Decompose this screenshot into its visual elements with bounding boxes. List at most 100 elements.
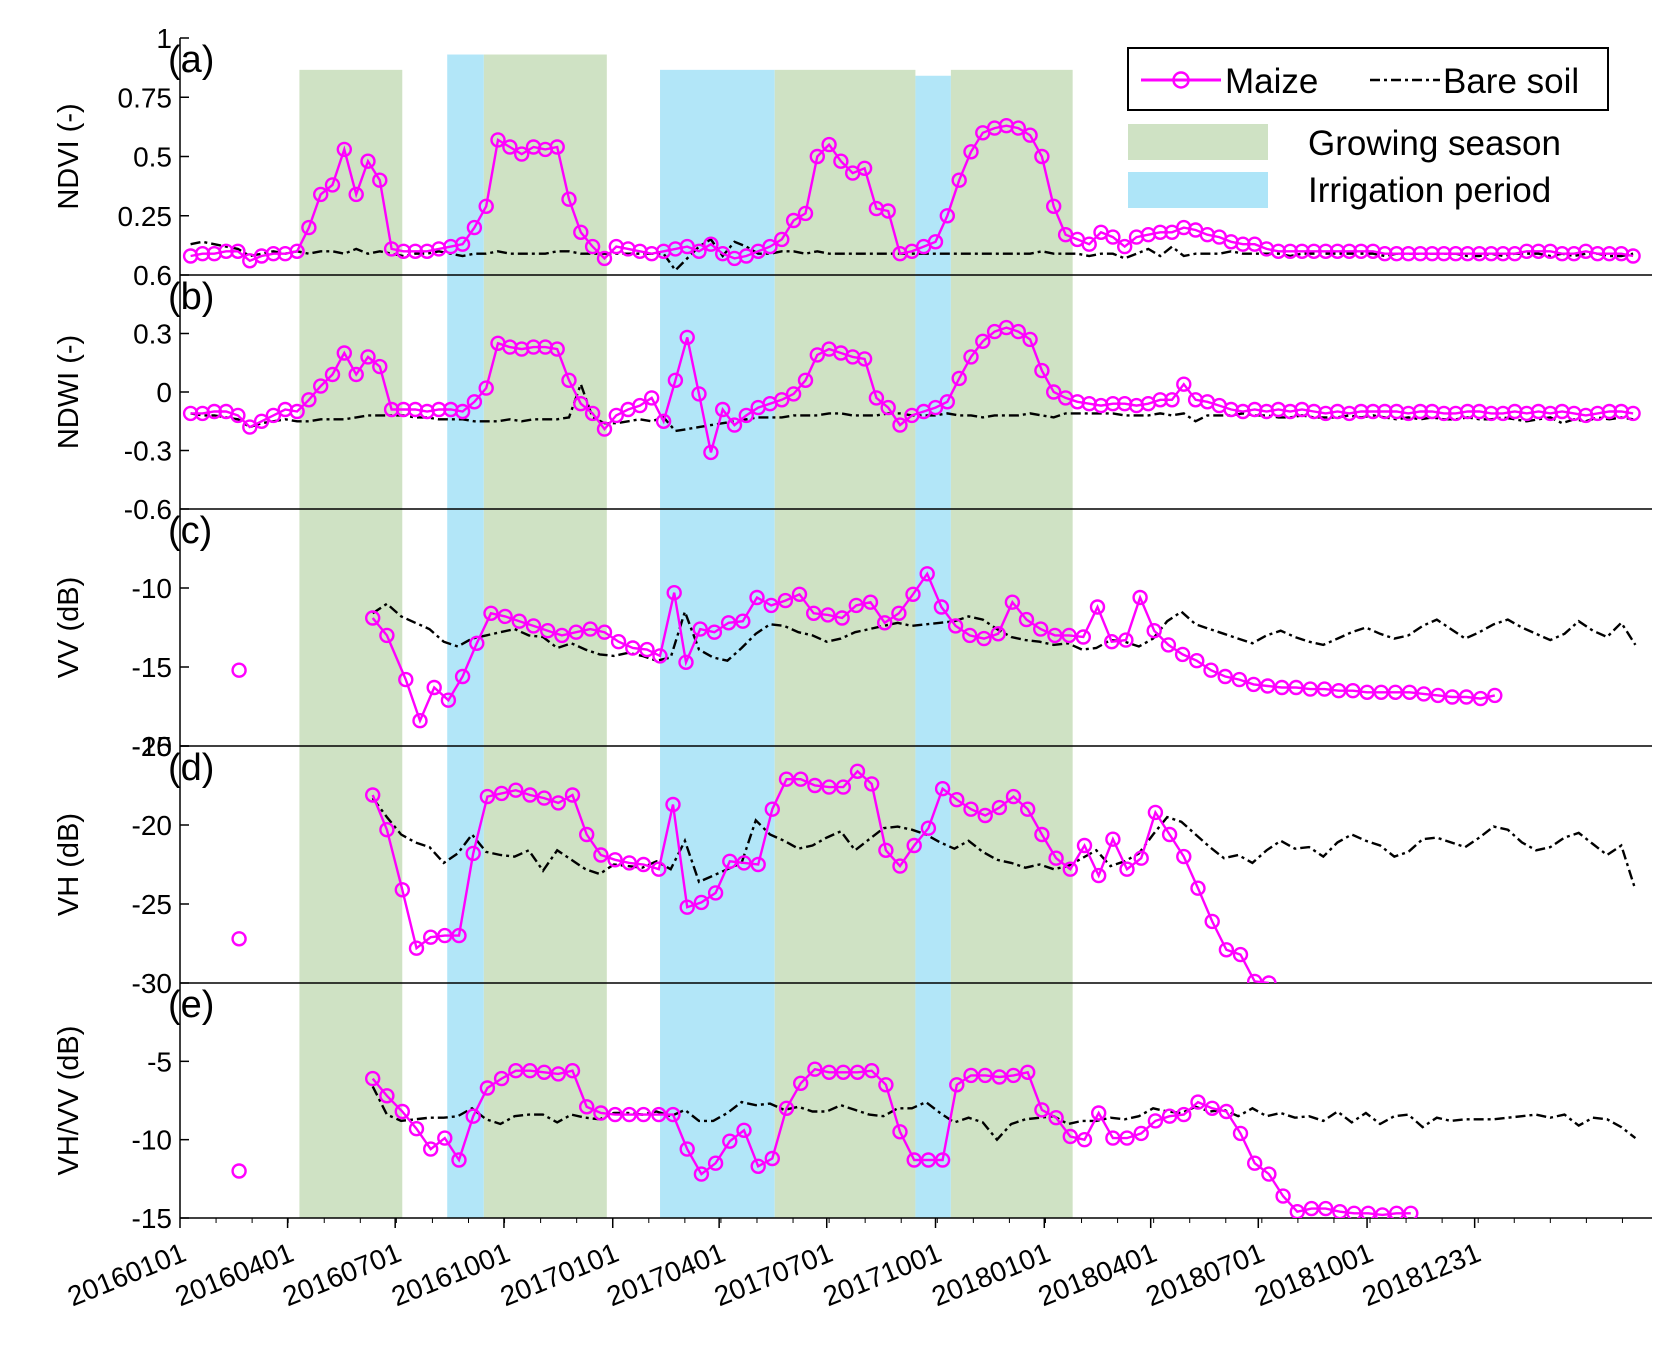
- maize-point: [483, 605, 499, 621]
- legend-irrigation-label: Irrigation period: [1308, 171, 1551, 210]
- maize-point: [691, 243, 707, 260]
- y-tick-label: -0.3: [124, 436, 172, 467]
- maize-point: [1246, 1155, 1263, 1171]
- series: [182, 0, 1641, 1218]
- legend-irrigation-swatch: [1128, 172, 1268, 208]
- maize-point: [1204, 913, 1220, 930]
- maize-point: [834, 610, 850, 626]
- maize-point: [550, 795, 566, 811]
- maize-point: [497, 608, 513, 625]
- shaded-periods: [299, 54, 1073, 1219]
- x-tick-label: 20170701: [710, 1237, 837, 1312]
- maize-point: [774, 392, 790, 408]
- maize-point: [573, 396, 589, 412]
- maize-point: [360, 349, 376, 365]
- maize-point: [892, 1124, 908, 1140]
- maize-point: [835, 1064, 851, 1081]
- maize-point: [856, 160, 873, 177]
- y-axis-label: NDWI (-): [53, 335, 85, 449]
- maize-point: [336, 141, 352, 158]
- maize-point: [1019, 1064, 1036, 1081]
- maize-point: [454, 403, 471, 420]
- maize-point: [1022, 331, 1038, 348]
- maize-point: [1090, 867, 1107, 884]
- maize-point: [1076, 837, 1093, 854]
- panel-label: (b): [168, 276, 214, 318]
- maize-point: [750, 1158, 766, 1175]
- maize-point: [1430, 687, 1446, 704]
- y-axis-label: NDVI (-): [53, 103, 85, 209]
- maize-point: [793, 771, 809, 787]
- maize-point: [975, 333, 991, 349]
- y-axis-label: VV (dB): [53, 577, 85, 679]
- maize-point: [573, 224, 589, 241]
- maize-point: [1010, 323, 1026, 340]
- y-axis-label: VH/VV (dB): [53, 1026, 85, 1176]
- y-tick-label: 0.3: [133, 319, 172, 350]
- maize-point: [1048, 850, 1064, 866]
- maize-point: [920, 820, 937, 836]
- axes: [179, 37, 1652, 1228]
- maize-point: [726, 417, 743, 433]
- maize-point: [536, 1064, 552, 1081]
- maize-point: [1444, 689, 1460, 705]
- maize-point: [579, 1099, 595, 1115]
- maize-point: [1118, 632, 1134, 648]
- maize-point: [584, 238, 601, 255]
- maize-point: [864, 1062, 880, 1079]
- maize-point: [1133, 1125, 1149, 1142]
- maize-point: [568, 624, 584, 640]
- maize-point: [807, 1061, 823, 1077]
- maize-point: [508, 1062, 524, 1079]
- maize-point: [1005, 788, 1022, 805]
- maize-point: [927, 399, 944, 416]
- legend: Maize Bare soil Growing season Irrigatio…: [1127, 47, 1609, 210]
- maize-point: [1105, 229, 1121, 245]
- maize-point: [764, 1150, 780, 1167]
- maize-point: [1416, 686, 1432, 702]
- maize-point: [1231, 671, 1248, 688]
- maize-point: [963, 349, 979, 365]
- maize-point: [707, 885, 724, 901]
- maize-point: [451, 1152, 467, 1168]
- x-tick-label: 20160101: [63, 1237, 190, 1312]
- maize-point: [1176, 1106, 1192, 1123]
- maize-point: [324, 366, 341, 383]
- maize-point: [1573, 0, 1586, 7]
- maize-point: [1588, 0, 1601, 7]
- maize-point: [738, 407, 754, 424]
- maize-line: [371, 571, 1496, 725]
- maize-point: [1161, 1108, 1178, 1124]
- band-growing-season-4: [774, 69, 916, 1219]
- maize-point: [1133, 850, 1149, 866]
- maize-point: [1147, 804, 1164, 821]
- maize-point: [372, 358, 388, 375]
- maize-point: [849, 763, 866, 779]
- maize-point: [360, 153, 376, 169]
- maize-point: [639, 641, 655, 658]
- maize-point: [1330, 683, 1347, 699]
- maize-point: [736, 1122, 752, 1139]
- maize-point: [977, 807, 993, 824]
- maize-point: [821, 1064, 837, 1081]
- legend-bare-soil-label: Bare soil: [1443, 62, 1579, 101]
- maize-point: [437, 1130, 453, 1146]
- maize-point: [1531, 0, 1544, 7]
- maize-point: [1005, 1067, 1022, 1084]
- y-axis-label: VH (dB): [53, 813, 85, 916]
- maize-point: [665, 796, 681, 813]
- maize-point: [833, 153, 849, 169]
- maize-point: [336, 345, 352, 361]
- maize-point: [749, 589, 765, 606]
- maize-point: [1034, 826, 1050, 843]
- maize-point: [1190, 880, 1206, 896]
- maize-point: [750, 856, 766, 873]
- panel-series-b: [182, 319, 1641, 461]
- maize-point: [394, 1103, 410, 1120]
- maize-point: [454, 668, 471, 685]
- maize-point: [1616, 0, 1629, 7]
- maize-point: [466, 394, 483, 410]
- bare-soil-line: [372, 602, 1637, 663]
- maize-point: [807, 777, 823, 794]
- maize-point: [540, 623, 556, 639]
